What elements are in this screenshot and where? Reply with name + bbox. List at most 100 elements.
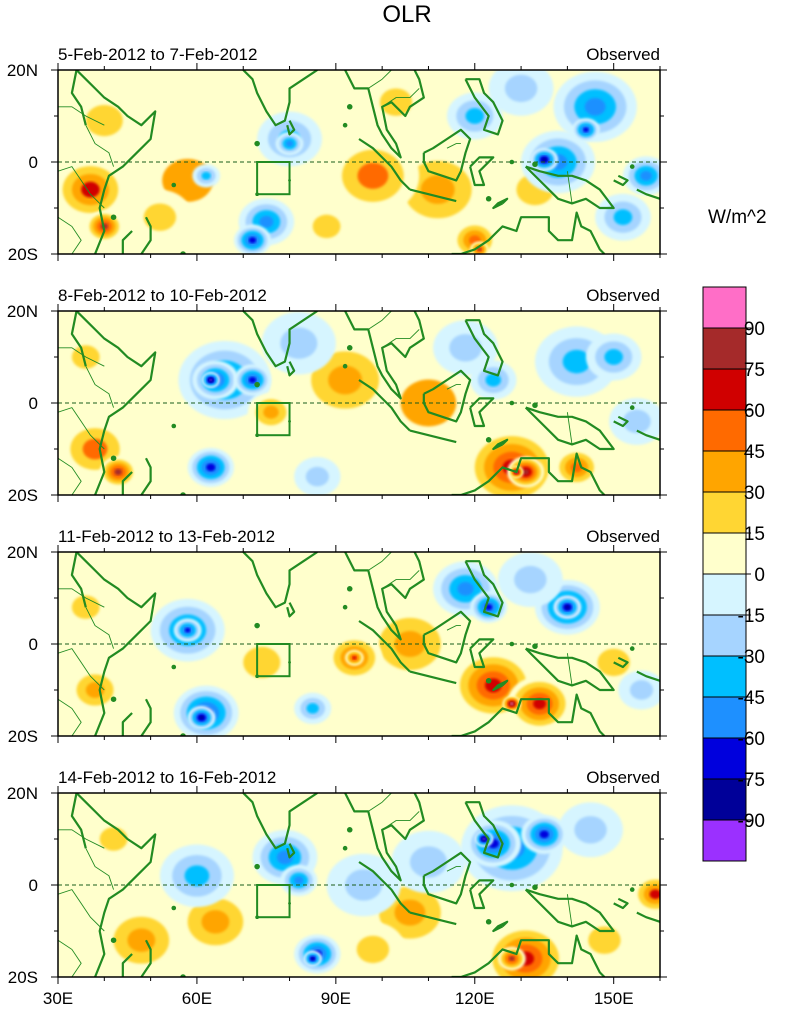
colorbar-level-label: -15	[738, 606, 765, 627]
island	[485, 437, 492, 443]
coastline	[636, 429, 660, 443]
coastline	[464, 560, 504, 618]
colorbar-swatch	[702, 286, 747, 329]
colorbar-swatch	[702, 737, 747, 780]
panel-type: Observed	[586, 45, 660, 64]
colorbar-swatch	[702, 491, 747, 534]
colorbar-level-label: 30	[744, 483, 765, 504]
coastline	[422, 128, 472, 182]
island	[171, 182, 177, 188]
anomaly-contour	[514, 565, 547, 594]
lat-label: 20S	[8, 245, 38, 264]
anomaly-contour	[584, 98, 606, 116]
anomaly-contour	[533, 698, 547, 710]
coastline	[409, 429, 457, 444]
colorbar-swatch	[702, 655, 747, 698]
anomaly-contour	[449, 334, 482, 362]
anomaly-contour	[248, 237, 257, 244]
coastline	[474, 70, 477, 71]
country-border	[58, 698, 82, 736]
coastline	[121, 953, 133, 977]
country-border	[58, 588, 105, 608]
colorbar-level-label: -60	[738, 729, 765, 750]
coastline	[464, 78, 504, 136]
region-box	[256, 884, 291, 919]
panel-type: Observed	[586, 527, 660, 546]
island	[110, 696, 117, 702]
anomaly-contour	[574, 816, 607, 844]
coastline	[422, 851, 472, 905]
anomaly-contour	[184, 865, 210, 887]
island	[509, 882, 515, 888]
country-border	[58, 829, 105, 849]
colorbar-level-label: 75	[744, 360, 765, 381]
map-panel: 20N 0 20S 14-Feb-2012 to 16-Feb-2012 Observe…	[7, 768, 667, 987]
country-border	[85, 847, 114, 890]
anomaly-contour	[206, 463, 216, 472]
coastline	[242, 70, 318, 127]
coastline	[409, 670, 457, 685]
coastline	[613, 415, 629, 428]
island	[509, 641, 515, 647]
colorbar-swatch	[702, 819, 747, 862]
coastline	[140, 939, 152, 977]
island	[342, 363, 348, 369]
coastline	[75, 552, 157, 736]
country-border	[446, 384, 461, 390]
island	[532, 402, 538, 409]
anomaly-contour	[243, 646, 281, 679]
coastline	[613, 174, 629, 187]
anomaly-contour	[379, 88, 413, 116]
island	[342, 122, 348, 128]
country-border	[446, 143, 461, 149]
anomaly-contour	[482, 837, 486, 841]
anomaly-contour	[81, 181, 100, 198]
anomaly-contour	[143, 203, 177, 231]
island	[342, 845, 348, 851]
anomaly-contour	[477, 247, 482, 251]
colorbar-level-label: -30	[738, 647, 765, 668]
anomaly-contour	[510, 702, 514, 705]
coastline	[474, 552, 477, 553]
colorbar-level-label: 60	[744, 401, 765, 422]
coastline	[409, 911, 457, 926]
coastline	[636, 670, 660, 684]
colorbar-swatch	[702, 327, 747, 370]
anomaly-contour	[294, 876, 304, 885]
anomaly-contour	[629, 680, 654, 700]
country-border	[368, 311, 392, 330]
coastline	[358, 861, 411, 914]
region-box	[256, 161, 291, 196]
anomaly-contour	[485, 373, 502, 387]
coastline	[613, 656, 629, 669]
coastline	[70, 70, 87, 126]
island	[532, 161, 538, 168]
island	[629, 164, 635, 169]
anomaly-contour	[622, 409, 651, 434]
coastline	[75, 793, 157, 977]
coastline	[286, 361, 296, 377]
anomaly-contour	[409, 846, 447, 878]
coastline	[422, 369, 472, 423]
lat-label: 0	[29, 635, 38, 654]
anomaly-contour	[400, 379, 457, 427]
island	[346, 586, 353, 592]
figure-title: OLR	[382, 1, 431, 28]
anomaly-contour	[604, 349, 623, 365]
colorbar-swatch	[702, 368, 747, 411]
colorbar-swatches	[702, 286, 747, 862]
coastline	[451, 934, 606, 977]
colorbar-swatch	[702, 778, 747, 821]
colorbar-level-label: 45	[744, 442, 765, 463]
panel-period: 5-Feb-2012 to 7-Feb-2012	[58, 45, 257, 64]
panel-type: Observed	[586, 768, 660, 787]
coastline	[451, 211, 606, 254]
anomaly-contour	[286, 140, 294, 147]
lat-label: 0	[29, 876, 38, 895]
anomaly-contour	[114, 468, 122, 476]
anomaly-contour	[311, 957, 315, 960]
island	[254, 381, 260, 388]
anomaly-contour	[613, 209, 633, 226]
coastline	[358, 620, 411, 673]
